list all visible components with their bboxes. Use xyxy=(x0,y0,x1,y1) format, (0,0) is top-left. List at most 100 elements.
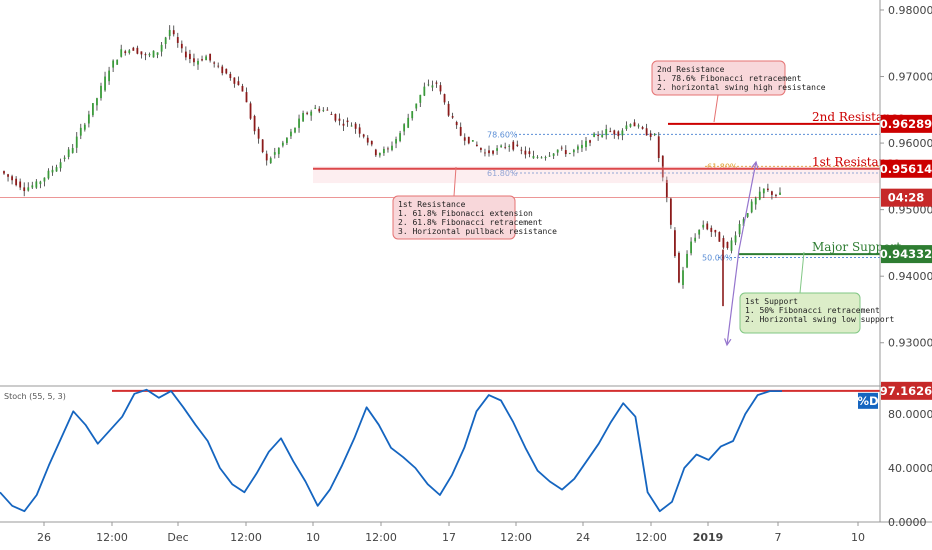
candle-body xyxy=(193,58,195,63)
candle-body xyxy=(253,115,256,132)
candle-body xyxy=(496,148,498,151)
candle-body xyxy=(645,128,648,136)
candle-body xyxy=(176,37,179,43)
first-support-note-line: 1. 50% Fibonacci retracement xyxy=(745,306,880,315)
candle-body xyxy=(467,136,470,144)
candle-body xyxy=(508,145,511,147)
candle-body xyxy=(294,127,296,133)
candle-body xyxy=(43,177,46,182)
projection-arrow-up xyxy=(738,161,757,251)
candle-body xyxy=(459,126,462,136)
candle-body xyxy=(589,140,591,143)
first-resistance-note-line: 3. Horizontal pullback resistance xyxy=(398,227,557,236)
candle-body xyxy=(27,187,30,191)
candle-body xyxy=(564,150,567,155)
candle-body xyxy=(674,230,676,257)
price-tick-label: 0.96000 xyxy=(888,137,932,150)
candle-body xyxy=(140,51,143,55)
candle-body xyxy=(621,130,624,136)
price-tick-label: 0.94000 xyxy=(888,270,932,283)
candle-body xyxy=(358,127,361,134)
candle-body xyxy=(241,85,244,92)
candle-body xyxy=(649,133,652,137)
candle-body xyxy=(249,103,252,119)
candle-body xyxy=(657,136,660,159)
candle-body xyxy=(766,188,769,191)
candle-body xyxy=(156,52,159,55)
first-support-note-line: 2. Horizontal swing low support xyxy=(745,315,894,324)
candle-body xyxy=(548,155,551,157)
candle-body xyxy=(15,178,18,186)
candle-body xyxy=(443,94,446,103)
note-connector xyxy=(713,94,719,123)
candle-body xyxy=(213,62,216,64)
time-tick-label: 17 xyxy=(442,531,456,544)
candle-body xyxy=(742,219,745,226)
candle-body xyxy=(665,179,668,198)
stoch-tick-label: 80.0000 xyxy=(888,408,932,421)
candle-body xyxy=(281,142,284,146)
stoch-series-name: %D xyxy=(857,394,878,408)
candle-body xyxy=(3,171,5,174)
note-connector xyxy=(453,166,457,197)
stoch-tick-label: 40.0000 xyxy=(888,462,932,475)
fib-level-label: 78.60% xyxy=(487,130,518,139)
candle-body xyxy=(641,127,644,129)
candle-body xyxy=(209,53,212,61)
candle-body xyxy=(47,170,50,179)
major-support-price-value: 0.94332 xyxy=(880,247,932,261)
candle-body xyxy=(286,137,288,143)
candle-body xyxy=(330,114,333,115)
projection-arrow-up-head xyxy=(751,160,759,169)
candle-body xyxy=(577,146,579,150)
candle-body xyxy=(754,198,757,205)
candle-body xyxy=(11,176,13,181)
candle-body xyxy=(229,73,232,79)
candle-body xyxy=(726,241,729,249)
candle-body xyxy=(771,191,773,195)
candle-body xyxy=(261,139,264,153)
candle-body xyxy=(273,152,276,155)
candle-body xyxy=(92,103,94,116)
candle-body xyxy=(67,149,70,157)
time-tick-label: Dec xyxy=(167,531,188,544)
candle-body xyxy=(568,153,571,154)
candle-body xyxy=(168,29,171,37)
candle-body xyxy=(39,181,42,185)
candle-body xyxy=(585,140,587,148)
candle-body xyxy=(144,54,147,56)
candle-body xyxy=(698,229,701,235)
fib-level-label: 61.80% xyxy=(707,162,738,171)
candle-body xyxy=(124,51,127,54)
candle-body xyxy=(415,103,418,109)
candle-body xyxy=(500,145,503,147)
candle-body xyxy=(690,241,692,254)
candle-body xyxy=(613,130,616,135)
candle-body xyxy=(419,94,422,103)
first-resistance-price-badge xyxy=(881,159,932,178)
current-price-badge xyxy=(881,188,932,207)
major-support-label: Major Support xyxy=(812,240,901,254)
candle-body xyxy=(59,162,62,169)
current-price-time: 04:28 xyxy=(888,191,925,205)
candle-body xyxy=(55,167,58,172)
candle-body xyxy=(51,169,54,173)
candle-body xyxy=(572,149,575,153)
candle-body xyxy=(302,112,304,122)
stoch-series-badge xyxy=(858,392,878,409)
candle-body xyxy=(233,77,236,84)
candle-body xyxy=(552,153,555,156)
candle-body xyxy=(370,140,373,145)
candle-body xyxy=(148,53,151,56)
candle-body xyxy=(597,134,600,136)
first-resistance-note-title: 1st Resistance xyxy=(398,200,466,209)
candle-body xyxy=(609,131,612,133)
candle-body xyxy=(71,147,74,153)
second-resistance-note-title: 2nd Resistance xyxy=(657,65,725,74)
candle-body xyxy=(661,155,664,178)
candle-body xyxy=(87,114,90,124)
candlestick-series xyxy=(3,25,781,307)
candle-body xyxy=(298,118,300,128)
candle-body xyxy=(528,151,531,155)
candle-body xyxy=(374,149,377,156)
